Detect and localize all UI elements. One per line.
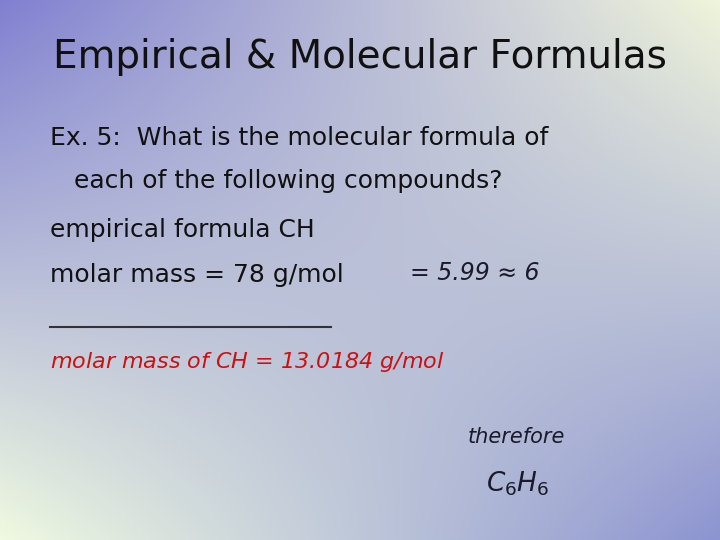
Text: molar mass of $CH$ = 13.0184 g/mol: molar mass of $CH$ = 13.0184 g/mol	[50, 350, 445, 374]
Text: each of the following compounds?: each of the following compounds?	[50, 169, 503, 193]
Text: $C_6H_6$: $C_6H_6$	[486, 469, 549, 497]
Text: = 5.99 ≈ 6: = 5.99 ≈ 6	[410, 261, 540, 285]
Text: empirical formula CH: empirical formula CH	[50, 218, 315, 241]
Text: Ex. 5:  What is the molecular formula of: Ex. 5: What is the molecular formula of	[50, 126, 549, 150]
Text: therefore: therefore	[468, 427, 565, 448]
Text: molar mass = 78 g/mol: molar mass = 78 g/mol	[50, 264, 344, 287]
Text: Empirical & Molecular Formulas: Empirical & Molecular Formulas	[53, 38, 667, 76]
